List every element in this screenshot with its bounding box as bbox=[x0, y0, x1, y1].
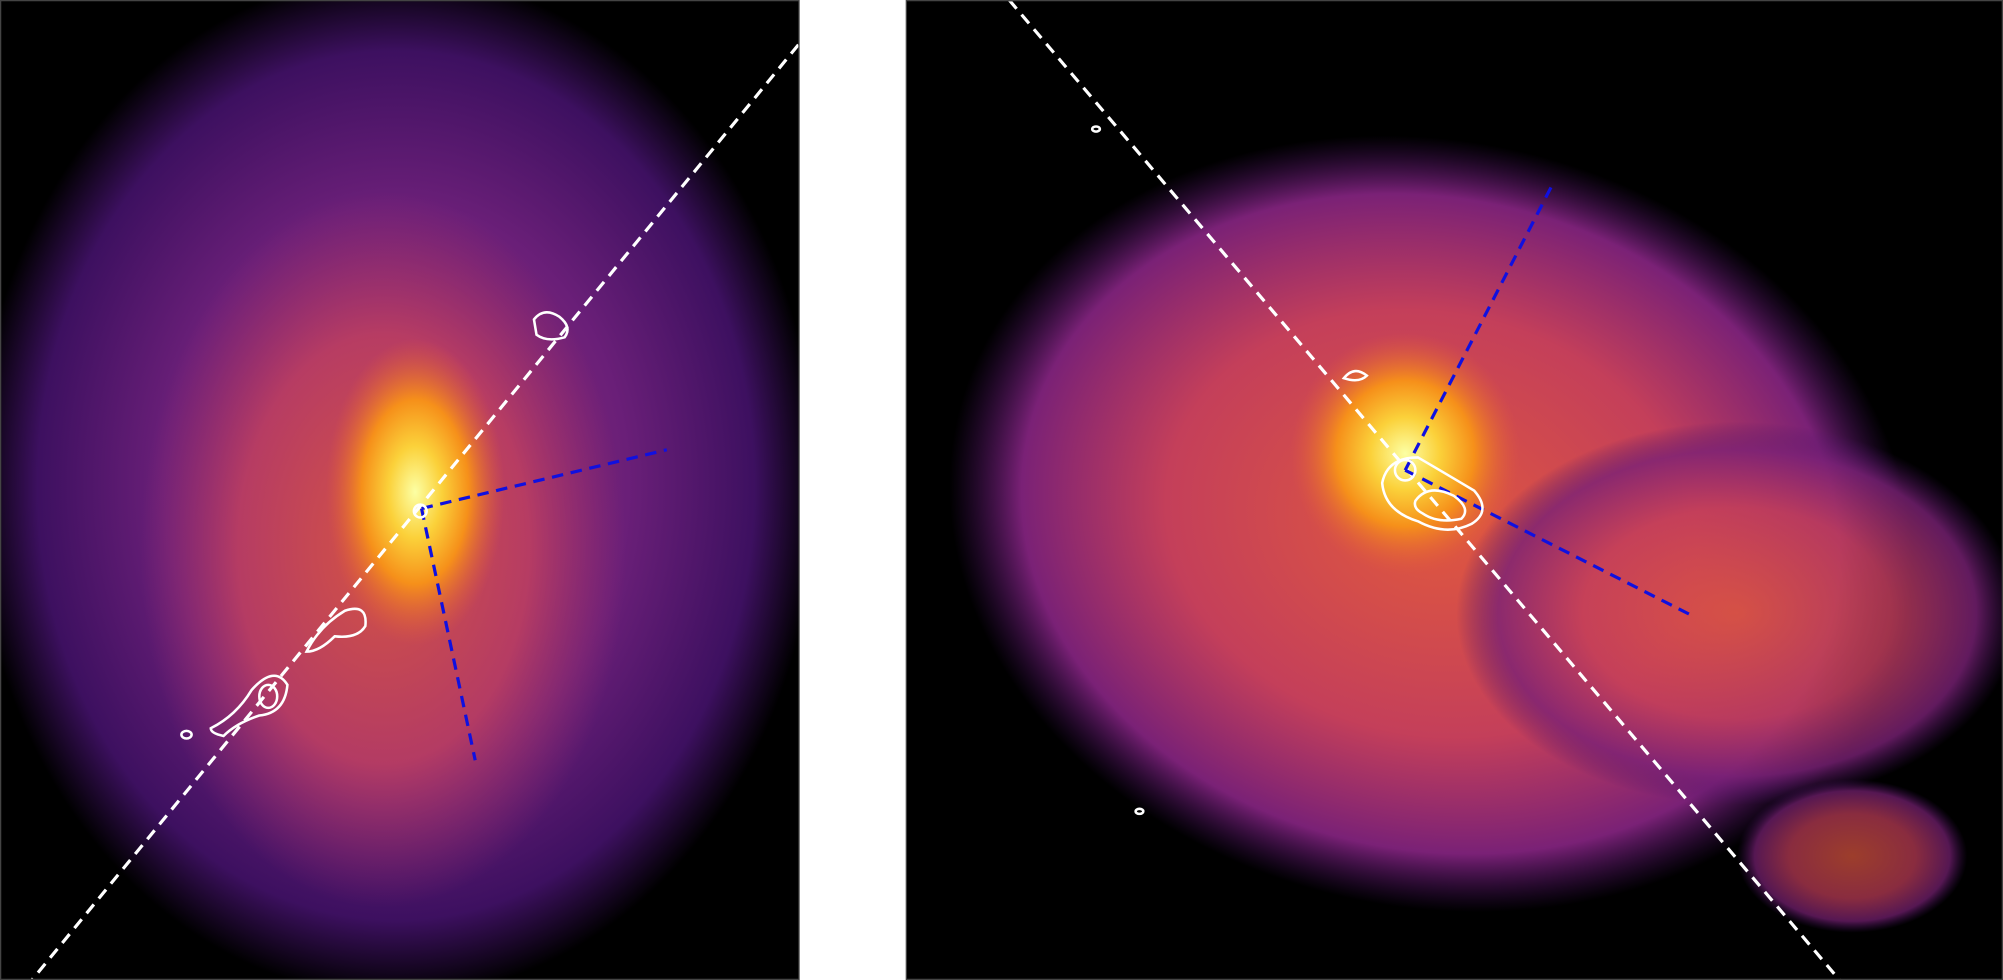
panel-frame bbox=[0, 0, 800, 980]
direction-line bbox=[1404, 468, 1694, 618]
direction-line bbox=[419, 508, 477, 761]
axis-line bbox=[1008, 1, 1841, 979]
direction-line bbox=[1403, 184, 1554, 471]
emission-plume bbox=[1737, 779, 1968, 933]
contours bbox=[180, 311, 569, 740]
emission-plume bbox=[1456, 421, 2002, 805]
direction-line bbox=[421, 448, 668, 511]
emission-core bbox=[325, 338, 505, 646]
emission-core bbox=[1290, 332, 1521, 575]
panel-frame bbox=[905, 0, 2003, 980]
left-panel bbox=[0, 0, 800, 980]
right-panel bbox=[905, 0, 2003, 980]
contours bbox=[1090, 125, 1484, 816]
